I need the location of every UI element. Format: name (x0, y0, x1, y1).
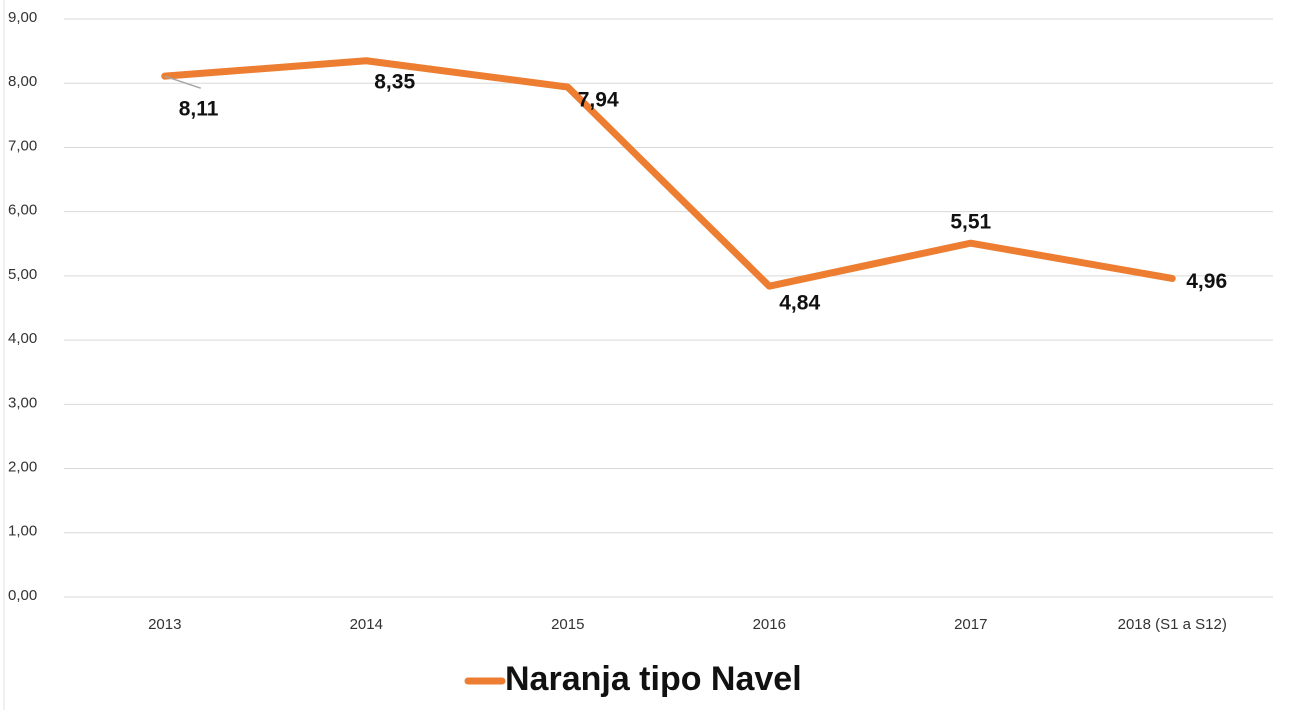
x-tick-label: 2014 (350, 616, 383, 633)
x-tick-label: 2017 (954, 616, 987, 633)
y-tick-label: 4,00 (8, 330, 37, 347)
data-label: 8,35 (374, 70, 415, 93)
y-tick-label: 1,00 (8, 523, 37, 540)
y-tick-label: 3,00 (8, 394, 37, 411)
y-tick-label: 8,00 (8, 73, 37, 90)
y-tick-label: 5,00 (8, 266, 37, 283)
x-tick-label: 2016 (753, 616, 786, 633)
line (161, 57, 1176, 290)
x-tick-label: 2013 (148, 616, 181, 633)
y-tick-label: 0,00 (8, 587, 37, 604)
y-tick-label: 6,00 (8, 202, 37, 219)
leader-line (164, 75, 201, 89)
data-label: 4,96 (1186, 270, 1227, 293)
y-tick-label: 9,00 (8, 9, 37, 26)
data-label: 4,84 (779, 292, 820, 315)
y-tick-label: 2,00 (8, 459, 37, 476)
data-label: 5,51 (950, 211, 991, 234)
x-tick-label: 2015 (551, 616, 584, 633)
data-label: 7,94 (578, 89, 619, 112)
data-label: 8,11 (179, 98, 219, 121)
legend-label: Naranja tipo Navel (505, 660, 802, 698)
y-tick-label: 7,00 (8, 137, 37, 154)
x-tick-label: 2018 (S1 a S12) (1118, 616, 1227, 633)
